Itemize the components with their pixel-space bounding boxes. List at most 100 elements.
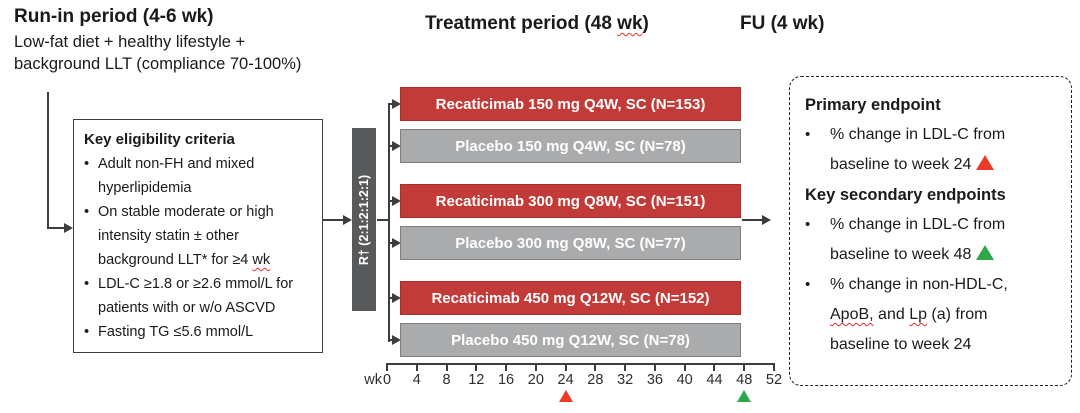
text-segment: ApoB, — [830, 306, 874, 323]
run-in-arrow-horizontal-line — [47, 227, 65, 229]
bullet-text-line: Fasting TG ≤5.6 mmol/L — [98, 320, 253, 344]
eligibility-to-randomization-line — [323, 219, 345, 221]
bullet-icon: • — [84, 156, 90, 172]
randomization-connector-line — [377, 219, 389, 221]
text-segment: LDL-C ≥1.8 or ≥2.6 mmol/L for — [98, 276, 294, 292]
randomization-box: R† (2:1:2:1:2:1) — [352, 128, 376, 311]
bullet-icon: • — [805, 276, 811, 293]
axis-tick — [713, 363, 716, 371]
bullet-item: • % change in non-HDL-C, ApoB, and Lp (a) … — [805, 270, 1061, 360]
bullet-text: % change in LDL-C from baseline to week 2… — [830, 120, 1005, 180]
arms-to-endpoints-arrowhead-icon — [762, 215, 771, 225]
bullet-item: • Adult non-FH and mixed hyperlipidemia — [84, 152, 314, 200]
text-segment: hyperlipidemia — [98, 180, 192, 196]
treatment-arm-bar-placebo: Placebo 300 mg Q8W, SC (N=77) — [400, 226, 741, 260]
bullet-text-line: intensity statin ± other — [98, 224, 274, 248]
axis-tick-label: 32 — [617, 372, 634, 388]
run-in-title: Run-in period (4-6 wk) — [14, 6, 214, 27]
branch-line — [388, 103, 393, 105]
bullet-item: • Fasting TG ≤5.6 mmol/L — [84, 320, 314, 344]
text-segment: Treatment period (48 — [425, 13, 618, 34]
treatment-arm-bar-placebo: Placebo 150 mg Q4W, SC (N=78) — [400, 129, 741, 163]
treatment-arm-bar-recaticimab: Recaticimab 450 mg Q12W, SC (N=152) — [400, 281, 741, 315]
axis-tick-label: 44 — [706, 372, 723, 388]
axis-tick — [624, 363, 627, 371]
bullet-text-line: baseline to week 48 — [830, 240, 1005, 270]
bullet-text: % change in LDL-C from baseline to week 4… — [830, 210, 1005, 270]
endpoints-content: Primary endpoint • % change in LDL-C from b… — [805, 90, 1061, 360]
axis-tick — [653, 363, 656, 371]
axis-tick — [773, 363, 775, 371]
bullet-text-line: % change in LDL-C from — [830, 210, 1005, 240]
text-segment: background LLT* for ≥4 — [98, 252, 253, 268]
bullet-text: % change in non-HDL-C, ApoB, and Lp (a) f… — [830, 270, 1008, 360]
axis-unit-label: wk — [364, 372, 382, 388]
text-segment: On stable moderate or high — [98, 204, 274, 220]
branch-arrowhead-icon — [392, 99, 401, 109]
text-segment: Fasting TG ≤5.6 mmol/L — [98, 324, 254, 340]
run-in-arrow-vertical-line — [47, 92, 49, 229]
branch-arrowhead-icon — [392, 238, 401, 248]
run-in-header: Run-in period (4-6 wk) Low-fat diet + he… — [14, 6, 301, 75]
axis-tick-label: 40 — [676, 372, 693, 388]
bullet-icon: • — [805, 216, 811, 233]
bullet-text-line: % change in non-HDL-C, — [830, 270, 1008, 300]
endpoints-section-heading: Key secondary endpoints — [805, 186, 1006, 204]
bullet-item: • On stable moderate or high intensity sta… — [84, 200, 314, 272]
bullet-text: On stable moderate or high intensity stat… — [98, 200, 274, 272]
text-segment: Adult non-FH and mixed — [98, 156, 255, 172]
axis-ruler-line — [386, 363, 775, 365]
text-segment: (a) from — [926, 306, 988, 323]
branch-arrowhead-icon — [392, 293, 401, 303]
axis-tick — [386, 363, 388, 371]
red-triangle-icon — [976, 155, 995, 170]
arm-label: Placebo 450 mg Q12W, SC (N=78) — [451, 331, 690, 349]
timeline-axis: wk 0 4 8 12 16 20 24 28 32 36 40 44 48 52 — [364, 363, 782, 408]
bullet-icon: • — [84, 276, 90, 292]
axis-tick-label: 20 — [527, 372, 544, 388]
week-24-marker-icon — [558, 390, 573, 402]
text-segment: patients with or w/o ASCVD — [98, 300, 276, 316]
axis-tick-label: 28 — [587, 372, 604, 388]
bullet-text: Adult non-FH and mixed hyperlipidemia — [98, 152, 254, 200]
branch-line — [388, 145, 393, 147]
branch-line — [388, 297, 393, 299]
eligibility-criteria-box: Key eligibility criteria • Adult non-FH a… — [73, 119, 323, 353]
bullet-text-line: Adult non-FH and mixed — [98, 152, 254, 176]
axis-tick — [534, 363, 537, 371]
branch-line — [388, 242, 393, 244]
axis-tick-label: 12 — [468, 372, 485, 388]
text-segment: baseline to week 48 — [830, 246, 972, 263]
axis-tick — [683, 363, 686, 371]
text-segment: and — [873, 306, 910, 323]
week-48-marker-icon — [737, 390, 752, 402]
text-segment: wk — [617, 13, 643, 34]
treatment-arm-bar-placebo: Placebo 450 mg Q12W, SC (N=78) — [400, 323, 741, 357]
axis-tick-label: 4 — [412, 372, 421, 388]
axis-tick — [445, 363, 448, 371]
axis-tick-label: 8 — [442, 372, 451, 388]
bullet-icon: • — [84, 324, 90, 340]
text-segment: Lp — [909, 306, 927, 323]
bullet-text-line: baseline to week 24 — [830, 150, 1005, 180]
endpoints-box: Primary endpoint • % change in LDL-C from b… — [789, 76, 1072, 386]
text-segment: ) — [642, 13, 649, 34]
axis-tick — [564, 363, 567, 371]
branch-line — [388, 200, 393, 202]
eligibility-bullet-list: • Adult non-FH and mixed hyperlipidemia • On… — [84, 152, 314, 344]
text-segment: baseline to week 24 — [830, 336, 972, 353]
eligibility-to-randomization-arrowhead-icon — [343, 215, 352, 225]
axis-tick — [505, 363, 508, 371]
branch-arrowhead-icon — [392, 196, 401, 206]
bullet-text-line: LDL-C ≥1.8 or ≥2.6 mmol/L for — [98, 272, 293, 296]
bullet-text: LDL-C ≥1.8 or ≥2.6 mmol/L for patients wi… — [98, 272, 293, 320]
axis-tick — [743, 363, 746, 371]
eligibility-title: Key eligibility criteria — [84, 131, 235, 148]
bullet-text-line: background LLT* for ≥4 wk — [98, 248, 274, 272]
branch-arrowhead-icon — [392, 141, 401, 151]
text-segment: wk — [252, 252, 271, 268]
bullet-text-line: % change in LDL-C from — [830, 120, 1005, 150]
arm-label: Recaticimab 450 mg Q12W, SC (N=152) — [431, 289, 710, 307]
axis-tick-label: 48 — [736, 372, 753, 388]
